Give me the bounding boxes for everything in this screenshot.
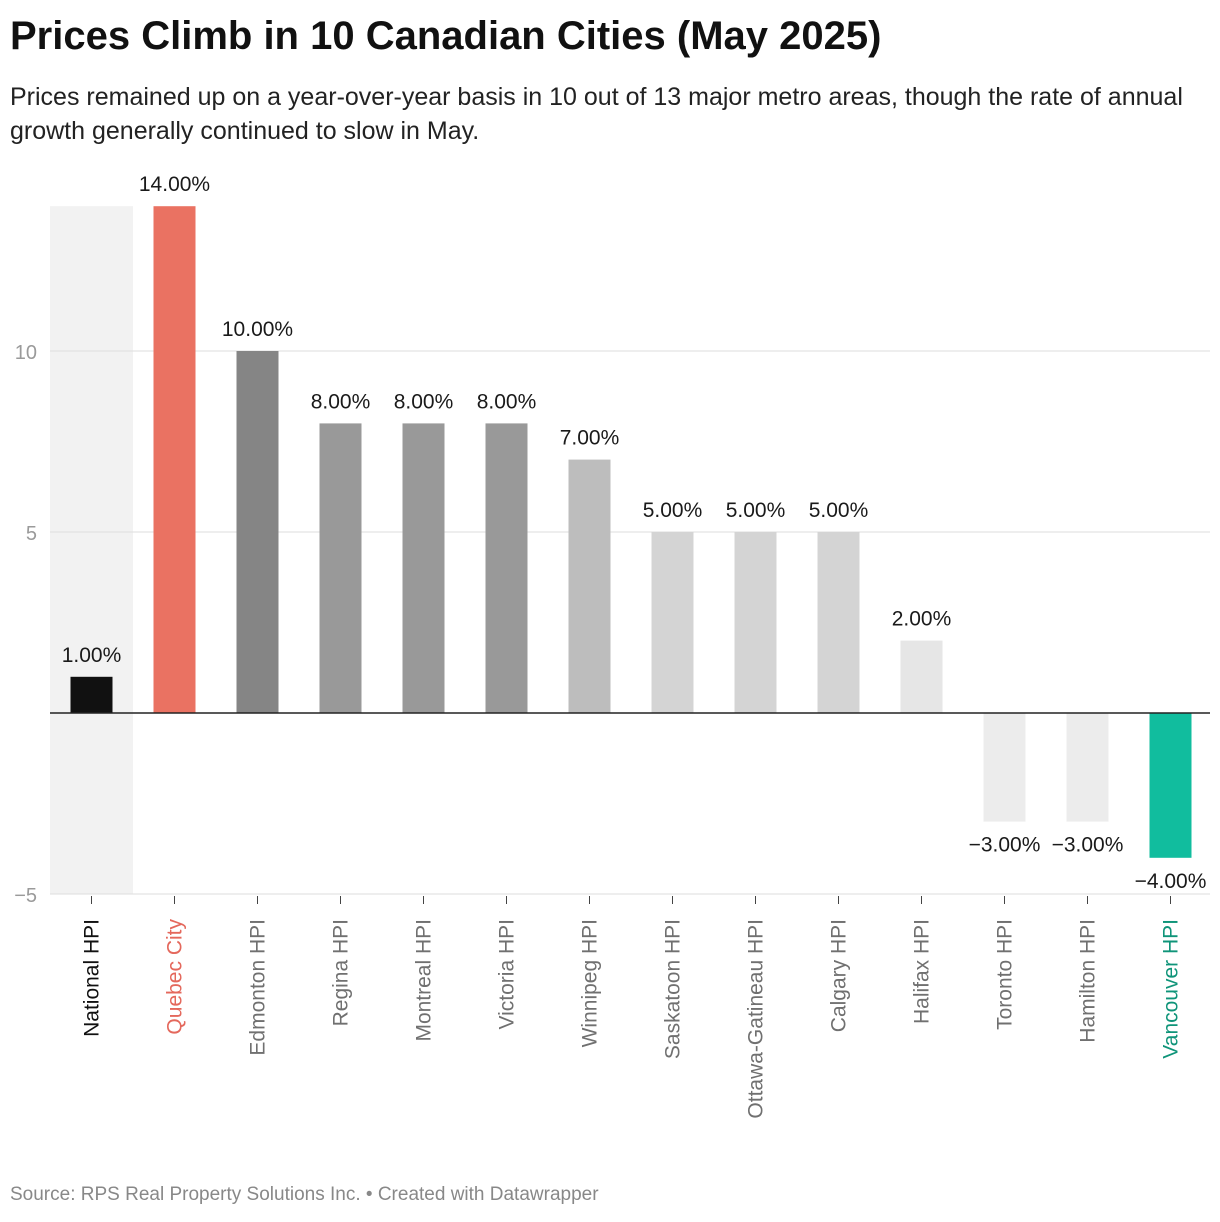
- value-label: 8.00%: [394, 390, 454, 413]
- credit-note: Created with Datawrapper: [377, 1184, 599, 1205]
- value-label: 1.00%: [62, 644, 122, 667]
- value-label: 8.00%: [311, 390, 371, 413]
- x-tick-label: Vancouver HPI: [1160, 919, 1183, 1059]
- highlight-band: [50, 206, 133, 894]
- y-tick-label: 10: [15, 342, 37, 364]
- value-label: −3.00%: [969, 834, 1041, 857]
- bar: [817, 532, 860, 713]
- bar: [568, 459, 611, 713]
- x-tick-label: Hamilton HPI: [1077, 919, 1100, 1043]
- source-note: Source: RPS Real Property Solutions Inc.: [10, 1184, 361, 1205]
- bar: [1149, 713, 1192, 858]
- x-tick-label: Regina HPI: [330, 919, 353, 1026]
- x-tick-label: National HPI: [81, 919, 104, 1037]
- value-label: −3.00%: [1052, 834, 1124, 857]
- chart-subtitle: Prices remained up on a year-over-year b…: [10, 83, 1183, 145]
- x-tick-label: Edmonton HPI: [247, 919, 270, 1056]
- x-tick-label: Halifax HPI: [911, 919, 934, 1024]
- value-label: 5.00%: [643, 499, 703, 522]
- bar: [651, 532, 694, 713]
- value-label: 14.00%: [139, 173, 210, 196]
- bar-chart: −5 5 10 1.00% 14.00% 10.00% 8.00% 8.00% 8.00% 7.0…: [14, 173, 1210, 1119]
- x-tick-label: Quebec City: [164, 919, 187, 1035]
- value-label: 2.00%: [892, 608, 952, 631]
- bar: [153, 206, 196, 713]
- bar: [900, 640, 943, 713]
- bar: [319, 423, 362, 713]
- bar: [1066, 713, 1109, 822]
- value-label: 8.00%: [477, 390, 537, 413]
- x-tick-label: Ottawa-Gatineau HPI: [745, 919, 768, 1119]
- value-label: 5.00%: [726, 499, 786, 522]
- bar: [485, 423, 528, 713]
- bar: [734, 532, 777, 713]
- bar: [236, 351, 279, 713]
- bar: [983, 713, 1026, 822]
- value-label: 5.00%: [809, 499, 869, 522]
- y-tick-label: 5: [26, 523, 37, 545]
- footer-separator: •: [365, 1184, 373, 1205]
- x-tick-label: Saskatoon HPI: [662, 919, 685, 1059]
- x-tick-label: Toronto HPI: [994, 919, 1017, 1030]
- y-tick-label: −5: [14, 885, 37, 907]
- x-tick-label: Montreal HPI: [413, 919, 436, 1042]
- chart-title: Prices Climb in 10 Canadian Cities (May …: [10, 14, 882, 58]
- chart-footer: Source: RPS Real Property Solutions Inc.…: [10, 1182, 599, 1208]
- value-label: −4.00%: [1135, 870, 1207, 893]
- value-label: 7.00%: [560, 427, 620, 450]
- x-tick-label: Victoria HPI: [496, 919, 519, 1030]
- x-tick-label: Winnipeg HPI: [579, 919, 602, 1047]
- value-label: 10.00%: [222, 318, 293, 341]
- bar: [402, 423, 445, 713]
- x-tick-label: Calgary HPI: [828, 919, 851, 1032]
- bar: [70, 676, 113, 713]
